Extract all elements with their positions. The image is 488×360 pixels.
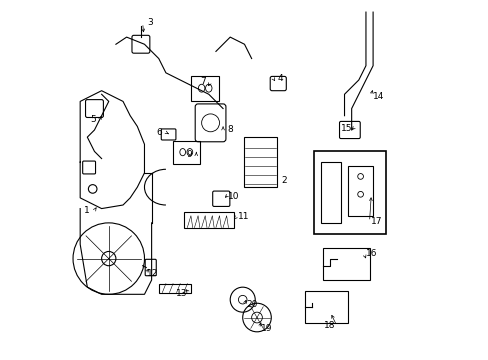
Text: 6: 6 — [156, 128, 162, 137]
Bar — [244, 137, 276, 187]
Text: 16: 16 — [365, 249, 376, 258]
Text: 17: 17 — [370, 217, 382, 226]
Text: 10: 10 — [227, 192, 239, 201]
Bar — [313, 152, 385, 234]
Text: 7: 7 — [200, 77, 206, 86]
Text: 8: 8 — [227, 126, 233, 135]
Text: 13: 13 — [176, 289, 187, 298]
Bar — [323, 248, 369, 280]
Bar — [321, 162, 340, 223]
Text: 2: 2 — [281, 176, 286, 185]
Bar — [347, 166, 372, 216]
Text: 5: 5 — [90, 115, 95, 124]
Text: 4: 4 — [277, 74, 283, 83]
Text: 19: 19 — [261, 324, 272, 333]
Text: 12: 12 — [146, 269, 158, 278]
Bar — [183, 212, 233, 228]
Bar — [159, 284, 190, 293]
Text: 14: 14 — [372, 91, 384, 100]
Text: 9: 9 — [186, 150, 192, 159]
Text: 11: 11 — [238, 212, 249, 221]
Text: 20: 20 — [245, 300, 257, 309]
Text: 15: 15 — [340, 124, 351, 133]
Bar — [173, 141, 200, 164]
Text: 1: 1 — [84, 206, 90, 215]
Bar — [190, 76, 219, 102]
Bar — [305, 291, 347, 323]
Text: 18: 18 — [323, 321, 335, 330]
Text: 3: 3 — [147, 18, 152, 27]
